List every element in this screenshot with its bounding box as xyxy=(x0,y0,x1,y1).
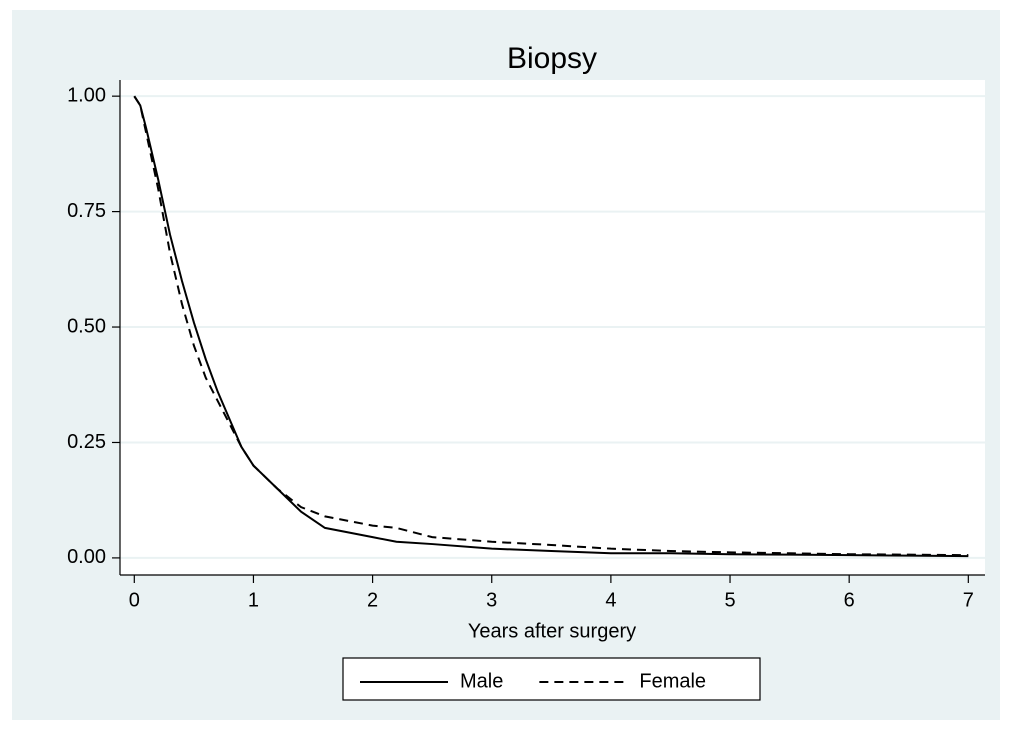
x-tick-label: 6 xyxy=(844,589,855,611)
y-tick-label: 1.00 xyxy=(67,84,106,106)
x-axis-label: Years after surgery xyxy=(468,620,636,642)
y-tick-label: 0.75 xyxy=(67,200,106,222)
series-line xyxy=(133,95,969,557)
x-tick-label: 1 xyxy=(248,589,259,611)
series-line xyxy=(133,95,969,558)
y-tick-label: 0.50 xyxy=(67,315,106,337)
y-tick-label: 0.25 xyxy=(67,431,106,453)
legend-box xyxy=(342,657,761,701)
chart-title: Biopsy xyxy=(507,42,597,75)
x-tick-label: 2 xyxy=(367,589,378,611)
x-tick-label: 4 xyxy=(605,589,616,611)
x-tick-label: 5 xyxy=(724,589,735,611)
legend-label: Female xyxy=(639,670,706,692)
x-tick-label: 0 xyxy=(129,589,140,611)
legend-label: Male xyxy=(460,670,503,692)
x-tick-label: 7 xyxy=(963,589,974,611)
y-tick-label: 0.00 xyxy=(67,546,106,568)
x-tick-label: 3 xyxy=(486,589,497,611)
